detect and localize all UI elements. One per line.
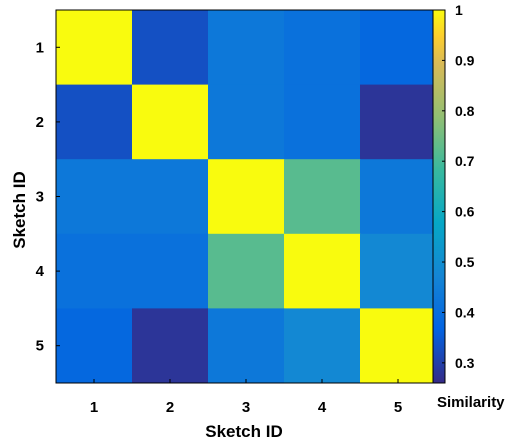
x-tick-label: 2	[166, 399, 174, 416]
heatmap-cell	[208, 159, 285, 235]
colorbar-label: Similarity	[437, 394, 505, 411]
x-tick-label: 5	[394, 399, 402, 416]
colorbar-tick-label: 0.3	[455, 355, 475, 371]
heatmap-cell	[284, 159, 361, 235]
heatmap-cell	[360, 84, 437, 160]
heatmap-cell	[208, 233, 285, 309]
heatmap-cell	[56, 159, 133, 235]
heatmap-cell	[360, 308, 437, 384]
colorbar-tick-label: 0.4	[455, 304, 475, 320]
x-axis-label: Sketch ID	[205, 422, 282, 441]
y-tick-label: 4	[36, 263, 45, 280]
colorbar-tick-label: 0.9	[455, 52, 475, 68]
y-tick-label: 2	[36, 114, 44, 131]
colorbar-tick-label: 0.7	[455, 153, 475, 169]
heatmap-cell	[208, 10, 285, 86]
heatmap-cell	[284, 308, 361, 384]
colorbar-ticks: 1 0.9 0.8 0.7 0.6 0.5 0.4 0.3	[442, 2, 475, 371]
heatmap-cell	[132, 308, 209, 384]
heatmap-cell	[132, 84, 209, 160]
heatmap-cells	[55, 9, 437, 384]
y-axis-label: Sketch ID	[10, 171, 29, 248]
colorbar-tick-label: 0.8	[455, 103, 475, 119]
heatmap-cell	[284, 84, 361, 160]
heatmap-cell	[360, 159, 437, 235]
y-tick-label: 3	[36, 189, 44, 206]
colorbar	[432, 9, 446, 384]
heatmap-cell	[284, 233, 361, 309]
heatmap-cell	[208, 308, 285, 384]
x-tick-marks: 1 2 3 4 5	[90, 379, 402, 416]
x-tick-label: 4	[318, 399, 327, 416]
x-tick-label: 3	[242, 399, 250, 416]
x-tick-label: 1	[90, 399, 98, 416]
heatmap-cell	[132, 233, 209, 309]
heatmap-cell	[56, 84, 133, 160]
y-tick-label: 1	[36, 39, 44, 56]
heatmap-cell	[208, 84, 285, 160]
heatmap-cell	[284, 10, 361, 86]
heatmap-cell	[56, 10, 133, 86]
colorbar-tick-label: 0.5	[455, 254, 475, 270]
y-tick-label: 5	[36, 338, 44, 355]
y-tick-marks: 1 2 3 4 5	[36, 39, 60, 355]
colorbar-tick-label: 1	[455, 2, 463, 18]
heatmap-cell	[56, 233, 133, 309]
colorbar-tick-label: 0.6	[455, 204, 475, 220]
heatmap-cell	[360, 10, 437, 86]
heatmap-cell	[132, 159, 209, 235]
heatmap-cell	[56, 308, 133, 384]
heatmap-cell	[132, 10, 209, 86]
heatmap-cell	[360, 233, 437, 309]
